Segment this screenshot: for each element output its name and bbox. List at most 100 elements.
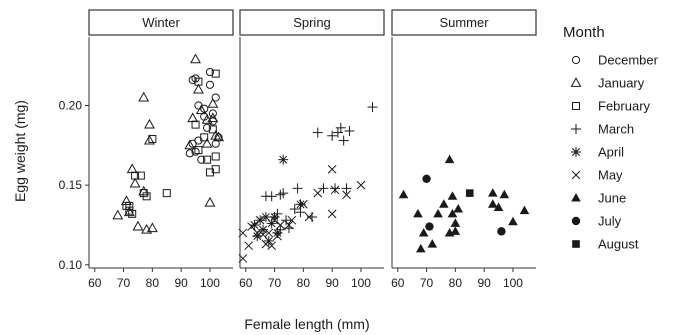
point-may bbox=[330, 185, 340, 195]
marker-shape bbox=[123, 206, 135, 217]
point-june bbox=[427, 239, 438, 248]
legend-key-august bbox=[572, 240, 580, 248]
legend-label-april: April bbox=[598, 145, 624, 160]
point-may bbox=[238, 228, 248, 238]
marker-shape bbox=[398, 189, 409, 199]
x-tick-label: 100 bbox=[503, 276, 523, 290]
marker-shape bbox=[200, 104, 209, 113]
point-february bbox=[194, 77, 203, 86]
point-may bbox=[267, 241, 277, 251]
marker-shape bbox=[138, 91, 150, 102]
point-february bbox=[128, 209, 137, 218]
marker-shape bbox=[187, 112, 199, 123]
x-tick-label: 90 bbox=[325, 276, 339, 290]
point-february bbox=[203, 155, 212, 164]
point-january bbox=[204, 196, 216, 207]
point-february bbox=[191, 120, 200, 129]
facet-strip-summer bbox=[391, 9, 537, 36]
point-february bbox=[208, 125, 217, 134]
marker-stroke bbox=[253, 232, 262, 241]
legend-items: December January February March April May June… bbox=[570, 53, 659, 252]
marker-shape bbox=[120, 195, 132, 205]
x-tick-label: 60 bbox=[391, 276, 405, 290]
x-tick-label: 70 bbox=[268, 276, 282, 290]
point-march bbox=[312, 127, 323, 138]
point-july bbox=[422, 174, 431, 183]
marker-shape bbox=[144, 118, 155, 129]
point-january bbox=[120, 195, 132, 205]
point-may bbox=[264, 228, 274, 238]
point-january bbox=[138, 185, 150, 196]
legend-label-june: June bbox=[598, 191, 626, 206]
marker-shape bbox=[146, 222, 158, 233]
point-june bbox=[439, 199, 449, 208]
point-march bbox=[327, 130, 338, 141]
point-april bbox=[260, 212, 271, 223]
marker-stroke bbox=[296, 200, 305, 209]
marker-shape bbox=[450, 226, 461, 235]
legend-label-august: August bbox=[598, 237, 639, 252]
point-january bbox=[123, 206, 135, 217]
marker-shape bbox=[570, 77, 582, 87]
point-march bbox=[281, 215, 292, 226]
legend-title: Month bbox=[563, 24, 605, 41]
marker-shape bbox=[211, 165, 220, 174]
point-january bbox=[138, 91, 150, 102]
marker-stroke bbox=[313, 188, 323, 198]
point-may bbox=[258, 230, 268, 239]
point-may bbox=[304, 212, 314, 222]
marker-shape bbox=[211, 152, 220, 161]
point-june bbox=[499, 189, 510, 199]
point-may bbox=[252, 228, 262, 238]
x-tick-label: 80 bbox=[146, 276, 160, 290]
facet-panels: Winter 60 70 80 90 100 Spring 60 70 80 90 100 Summer… bbox=[59, 9, 537, 290]
marker-stroke bbox=[273, 228, 282, 237]
point-march bbox=[344, 125, 355, 136]
marker-shape bbox=[413, 208, 423, 218]
point-december bbox=[208, 109, 217, 118]
marker-shape bbox=[204, 196, 216, 207]
marker-shape bbox=[450, 218, 461, 227]
marker-shape bbox=[162, 189, 171, 198]
point-january bbox=[146, 222, 158, 233]
marker-stroke bbox=[252, 228, 262, 238]
point-june bbox=[450, 226, 461, 235]
legend-key-march bbox=[571, 124, 581, 134]
point-february bbox=[125, 201, 134, 210]
x-tick-label: 80 bbox=[449, 276, 463, 290]
marker-shape bbox=[205, 67, 215, 77]
marker-stroke bbox=[267, 241, 277, 251]
point-march bbox=[341, 183, 352, 194]
point-august bbox=[465, 189, 474, 197]
marker-stroke bbox=[238, 228, 248, 238]
y-tick-label: 0.15 bbox=[59, 178, 83, 192]
marker-shape bbox=[571, 55, 581, 65]
point-june bbox=[418, 227, 429, 237]
point-may bbox=[273, 231, 282, 241]
point-march bbox=[289, 204, 300, 215]
point-june bbox=[508, 216, 518, 226]
point-june bbox=[447, 208, 458, 218]
point-june bbox=[416, 243, 426, 253]
point-april bbox=[249, 219, 260, 230]
marker-shape bbox=[211, 69, 220, 78]
point-may bbox=[270, 215, 279, 225]
marker-shape bbox=[422, 174, 431, 183]
point-may bbox=[261, 239, 271, 249]
marker-shape bbox=[508, 216, 518, 226]
x-tick-label: 60 bbox=[239, 276, 253, 290]
marker-stroke bbox=[287, 215, 297, 225]
point-february bbox=[200, 133, 209, 142]
point-december bbox=[200, 104, 209, 113]
legend-label-july: July bbox=[598, 214, 622, 229]
marker-shape bbox=[497, 227, 506, 236]
x-tick-label: 70 bbox=[117, 276, 131, 290]
point-january bbox=[207, 98, 219, 108]
point-february bbox=[194, 146, 203, 155]
marker-shape bbox=[433, 208, 443, 218]
point-june bbox=[453, 204, 464, 213]
legend-key-july bbox=[571, 216, 581, 226]
point-january bbox=[195, 104, 207, 115]
marker-stroke bbox=[258, 230, 268, 239]
